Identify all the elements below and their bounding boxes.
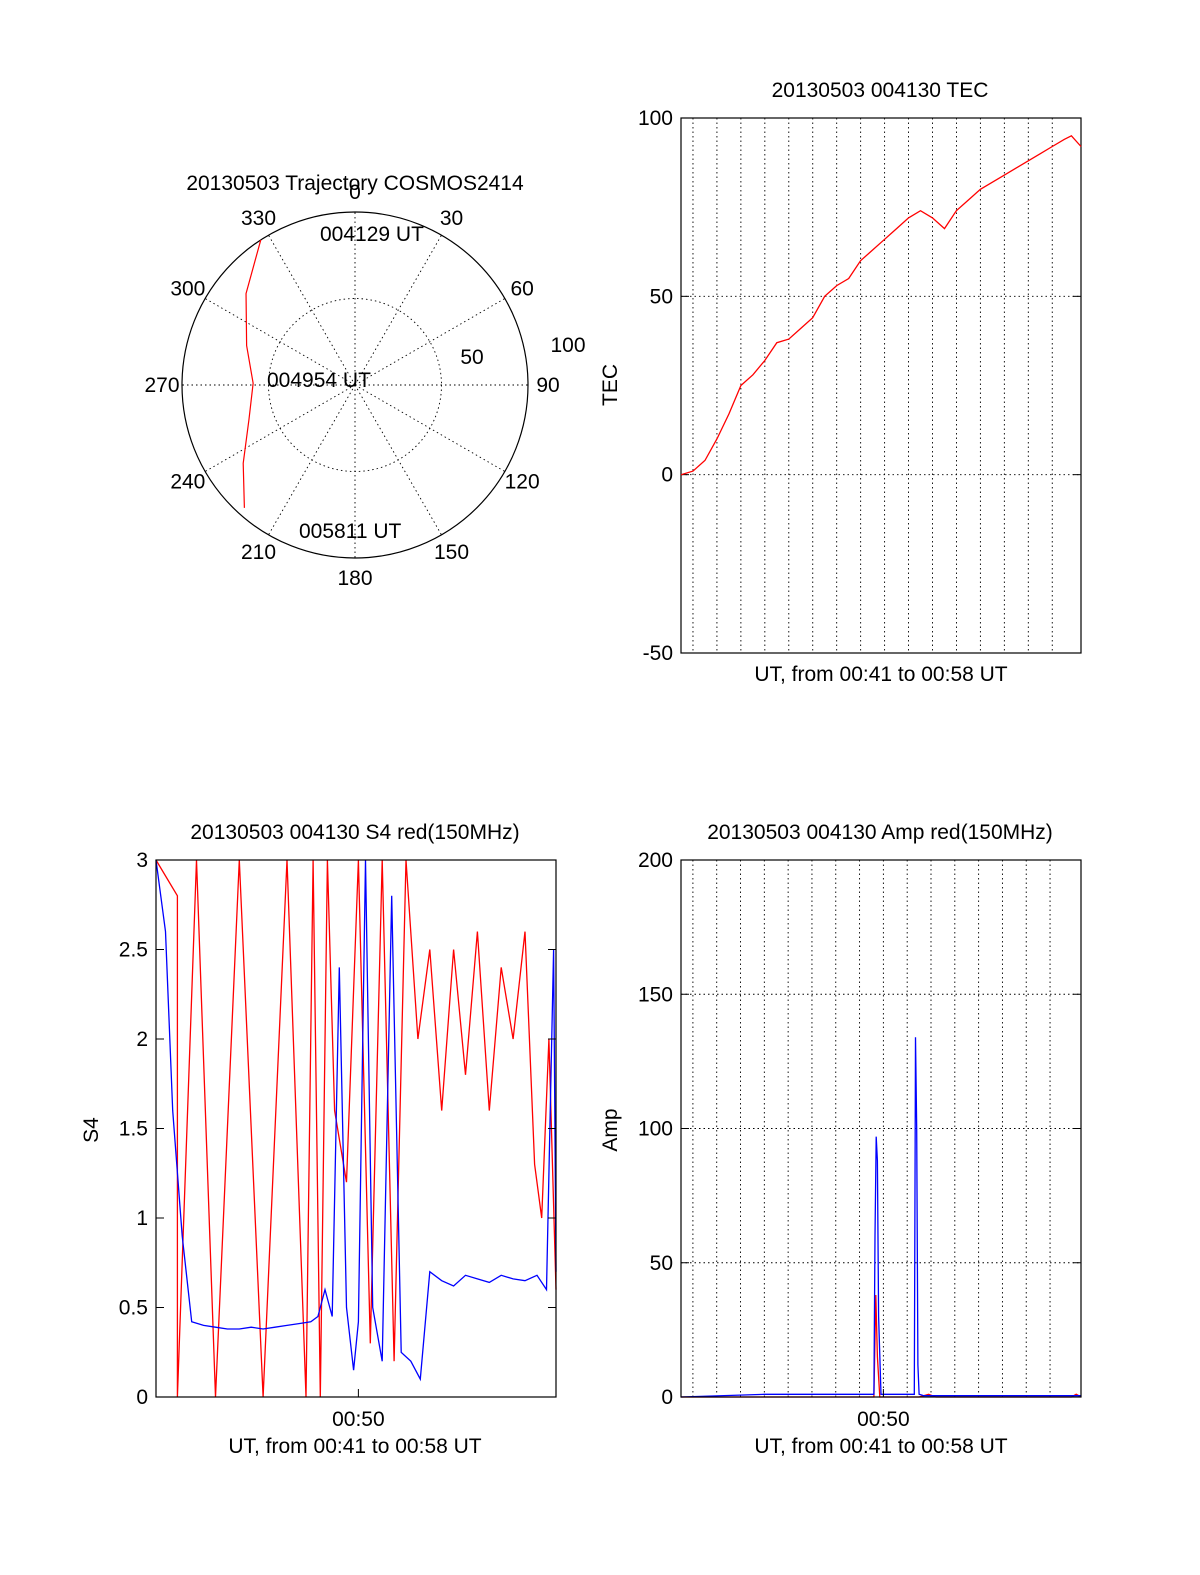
y-tick-label: 0.5 bbox=[119, 1297, 148, 1320]
trajectory-start-label: 004129 UT bbox=[320, 223, 424, 246]
amp-grid bbox=[681, 860, 1081, 1397]
tec-title: 20130503 004130 TEC bbox=[772, 79, 989, 102]
polar-radial-gridline bbox=[268, 234, 356, 386]
y-tick-label: 0 bbox=[661, 464, 673, 487]
azimuth-label: 330 bbox=[241, 207, 276, 230]
y-tick-label: 1.5 bbox=[119, 1118, 148, 1141]
series-line-0 bbox=[155, 859, 557, 1398]
tec-panel: 20130503 004130 TEC -50 0 50 100 TEC UT, fr… bbox=[599, 79, 1082, 686]
x-tick-label: 00:50 bbox=[857, 1408, 910, 1431]
polar-radial-gridline bbox=[204, 298, 356, 386]
y-tick-label: 1 bbox=[136, 1207, 148, 1230]
s4-x-axis-label: UT, from 00:41 to 00:58 UT bbox=[228, 1435, 481, 1458]
s4-title: 20130503 004130 S4 red(150MHz) bbox=[190, 821, 519, 844]
tec-plot-frame bbox=[680, 117, 1082, 654]
tec-y-tick-labels: -50 0 50 100 bbox=[638, 107, 1081, 665]
azimuth-label: 60 bbox=[510, 278, 533, 301]
polar-radial-gridline bbox=[354, 234, 442, 386]
y-tick-label: 2.5 bbox=[119, 939, 148, 962]
elevation-ring-label-50: 50 bbox=[460, 346, 483, 369]
y-tick-label: 50 bbox=[650, 285, 673, 308]
y-tick-label: 0 bbox=[661, 1386, 673, 1409]
s4-y-axis-label: S4 bbox=[80, 1117, 103, 1143]
tec-x-axis-label: UT, from 00:41 to 00:58 UT bbox=[754, 663, 1007, 686]
azimuth-label: 150 bbox=[434, 541, 469, 564]
trajectory-end-label: 005811 UT bbox=[299, 520, 402, 543]
amp-x-axis-label: UT, from 00:41 to 00:58 UT bbox=[754, 1435, 1007, 1458]
trajectory-mid-label: 004954 UT bbox=[267, 369, 371, 392]
trajectory-grid bbox=[182, 212, 528, 558]
trajectory-line bbox=[242, 239, 262, 508]
trajectory-panel: 20130503 Trajectory COSMOS2414 0 30 60 90 12… bbox=[144, 172, 585, 590]
tec-grid bbox=[681, 118, 1081, 653]
y-tick-label: 3 bbox=[136, 849, 148, 872]
s4-series-group bbox=[155, 859, 557, 1398]
s4-x-tick-labels: 00:50 bbox=[332, 1389, 385, 1431]
azimuth-label: 240 bbox=[170, 471, 205, 494]
y-tick-label: 50 bbox=[650, 1252, 673, 1275]
amp-panel: 20130503 004130 Amp red(150MHz) 0 50 100 15… bbox=[599, 821, 1082, 1458]
y-tick-label: 100 bbox=[638, 1118, 673, 1141]
amp-x-tick-labels: 00:50 bbox=[857, 1389, 910, 1431]
amp-series-group bbox=[680, 1037, 1082, 1398]
y-tick-label: 150 bbox=[638, 983, 673, 1006]
y-tick-label: 2 bbox=[136, 1028, 148, 1051]
trajectory-title: 20130503 Trajectory COSMOS2414 bbox=[186, 172, 524, 195]
y-tick-label: -50 bbox=[643, 642, 673, 665]
series-line-1 bbox=[155, 859, 557, 1382]
azimuth-label: 90 bbox=[536, 374, 559, 397]
azimuth-label: 270 bbox=[144, 374, 179, 397]
series-line-1 bbox=[680, 1037, 1081, 1398]
azimuth-label: 180 bbox=[337, 567, 372, 590]
azimuth-label: 210 bbox=[241, 541, 276, 564]
azimuth-label: 120 bbox=[505, 471, 540, 494]
azimuth-label: 300 bbox=[170, 278, 205, 301]
s4-panel: 20130503 004130 S4 red(150MHz) 0 0.5 1 1.5 2… bbox=[80, 821, 557, 1458]
x-tick-label: 00:50 bbox=[332, 1408, 385, 1431]
azimuth-labels: 0 30 60 90 120 150 180 210 240 270 300 330 bbox=[144, 181, 559, 590]
polar-radial-gridline bbox=[354, 298, 506, 386]
amp-y-axis-label: Amp bbox=[599, 1108, 622, 1151]
polar-outer-circle bbox=[181, 211, 529, 559]
azimuth-label: 30 bbox=[440, 207, 463, 230]
y-tick-label: 200 bbox=[638, 849, 673, 872]
y-tick-label: 0 bbox=[136, 1386, 148, 1409]
tec-y-axis-label: TEC bbox=[599, 364, 622, 406]
elevation-ring-label-100: 100 bbox=[550, 334, 585, 357]
amp-title: 20130503 004130 Amp red(150MHz) bbox=[707, 821, 1053, 844]
tec-series-line bbox=[680, 134, 1082, 476]
azimuth-label: 0 bbox=[349, 181, 361, 204]
s4-y-tick-labels: 0 0.5 1 1.5 2 2.5 3 bbox=[119, 849, 556, 1409]
y-tick-label: 100 bbox=[638, 107, 673, 130]
amp-y-tick-labels: 0 50 100 150 200 bbox=[638, 849, 1081, 1409]
polar-ring-gridline bbox=[268, 298, 442, 472]
